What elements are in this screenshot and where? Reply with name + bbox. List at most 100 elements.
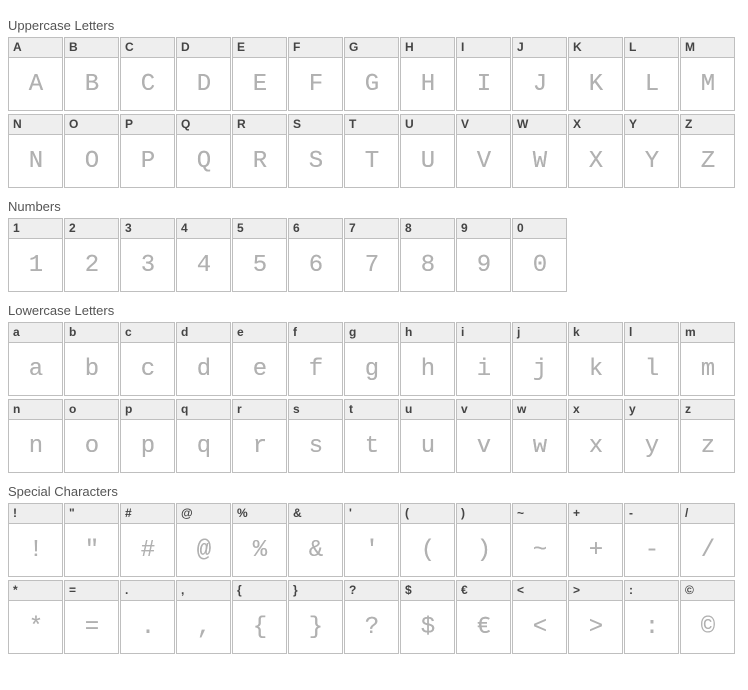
glyph: {: [253, 614, 266, 641]
glyph-cell-body: d: [177, 343, 230, 395]
glyph-cell-header: %: [233, 504, 286, 524]
glyph-cell: DD: [176, 37, 231, 111]
glyph-cell-header: 3: [121, 219, 174, 239]
glyph: ©: [701, 614, 714, 641]
glyph-cell-header: I: [457, 38, 510, 58]
glyph-cell: mm: [680, 322, 735, 396]
glyph-cell: OO: [64, 114, 119, 188]
glyph-cell-header: ): [457, 504, 510, 524]
glyph-cell-header: l: [625, 323, 678, 343]
glyph-cell-header: J: [513, 38, 566, 58]
glyph-cell-header: s: [289, 400, 342, 420]
glyph: p: [141, 433, 154, 460]
glyph-cell-header: {: [233, 581, 286, 601]
glyph-cell-header: 8: [401, 219, 454, 239]
glyph-cell-header: e: [233, 323, 286, 343]
glyph-cell-body: *: [9, 601, 62, 653]
glyph: n: [29, 433, 42, 460]
glyph-cell: TT: [344, 114, 399, 188]
glyph-cell-header: M: [681, 38, 734, 58]
glyph-cell-body: T: [345, 135, 398, 187]
glyph: t: [365, 433, 378, 460]
glyph-cell-body: 1: [9, 239, 62, 291]
glyph-cell-body: 6: [289, 239, 342, 291]
section-title-special: Special Characters: [8, 484, 740, 499]
glyph-cell-header: F: [289, 38, 342, 58]
glyph-cell: ??: [344, 580, 399, 654]
glyph-cell: ee: [232, 322, 287, 396]
glyph-cell: ~~: [512, 503, 567, 577]
glyph-cell-header: Z: [681, 115, 734, 135]
glyph: 3: [141, 252, 154, 279]
glyph-cell: PP: [120, 114, 175, 188]
glyph-cell-body: n: [9, 420, 62, 472]
glyph: o: [85, 433, 98, 460]
glyph-cell-body: &: [289, 524, 342, 576]
glyph-cell-header: 2: [65, 219, 118, 239]
glyph-cell-header: T: [345, 115, 398, 135]
glyph-cell: //: [680, 503, 735, 577]
glyph-cell-body: z: [681, 420, 734, 472]
grid-numbers: 11223344556677889900: [8, 218, 740, 293]
glyph: ,: [197, 614, 210, 641]
glyph-cell-header: K: [569, 38, 622, 58]
glyph-cell-body: %: [233, 524, 286, 576]
glyph-cell-body: W: [513, 135, 566, 187]
glyph-cell: ZZ: [680, 114, 735, 188]
glyph-cell-header: Q: [177, 115, 230, 135]
glyph-cell-header: H: [401, 38, 454, 58]
glyph-cell-header: k: [569, 323, 622, 343]
glyph-cell: kk: [568, 322, 623, 396]
glyph-cell-body: K: [569, 58, 622, 110]
glyph-cell: CC: [120, 37, 175, 111]
glyph: %: [253, 537, 266, 564]
glyph-cell-header: ': [345, 504, 398, 524]
glyph-cell-body: a: [9, 343, 62, 395]
glyph-cell-body: M: [681, 58, 734, 110]
glyph-cell-header: 0: [513, 219, 566, 239]
glyph: >: [589, 614, 602, 641]
glyph: C: [141, 71, 154, 98]
grid-row: **==..,,{{}}??$$€€<<>>::©©: [8, 580, 740, 655]
glyph-cell: EE: [232, 37, 287, 111]
glyph: l: [645, 356, 658, 383]
glyph-cell-header: y: [625, 400, 678, 420]
glyph-cell-body: L: [625, 58, 678, 110]
glyph-cell-header: W: [513, 115, 566, 135]
glyph-cell-header: 1: [9, 219, 62, 239]
glyph-cell-header: *: [9, 581, 62, 601]
glyph: D: [197, 71, 210, 98]
section-title-numbers: Numbers: [8, 199, 740, 214]
glyph-cell-header: O: [65, 115, 118, 135]
glyph: V: [477, 148, 490, 175]
glyph-cell: ==: [64, 580, 119, 654]
glyph-cell-header: f: [289, 323, 342, 343]
glyph: *: [29, 614, 42, 641]
glyph-cell: ii: [456, 322, 511, 396]
glyph-cell-header: >: [569, 581, 622, 601]
glyph-cell-header: U: [401, 115, 454, 135]
glyph-cell: ©©: [680, 580, 735, 654]
glyph-cell: 99: [456, 218, 511, 292]
glyph-cell-body: Y: [625, 135, 678, 187]
glyph: =: [85, 614, 98, 641]
glyph: #: [141, 537, 154, 564]
glyph-cell: '': [344, 503, 399, 577]
glyph-cell-header: +: [569, 504, 622, 524]
glyph: I: [477, 71, 490, 98]
glyph-cell-header: X: [569, 115, 622, 135]
glyph: /: [701, 537, 714, 564]
glyph-cell-body: $: [401, 601, 454, 653]
glyph-cell-header: d: [177, 323, 230, 343]
glyph: u: [421, 433, 434, 460]
glyph-cell-header: 7: [345, 219, 398, 239]
glyph-cell-header: 6: [289, 219, 342, 239]
glyph-cell-body: f: [289, 343, 342, 395]
glyph-cell: @@: [176, 503, 231, 577]
glyph-cell-header: g: [345, 323, 398, 343]
glyph-cell-header: }: [289, 581, 342, 601]
glyph-cell-body: H: [401, 58, 454, 110]
glyph-cell-header: ~: [513, 504, 566, 524]
glyph-cell: MM: [680, 37, 735, 111]
glyph-cell-header: (: [401, 504, 454, 524]
